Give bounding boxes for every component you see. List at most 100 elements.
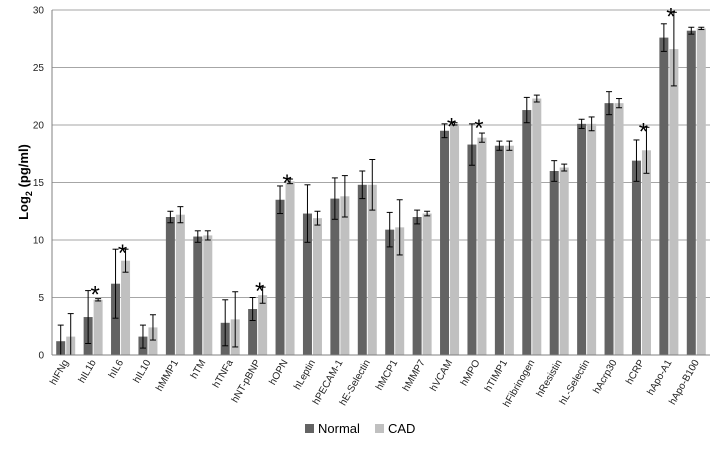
category-label: hIL6 [107,358,126,381]
error-bar-cad-htm [204,230,211,241]
legend-swatch [305,424,314,433]
error-bar-normal-hacrp30 [606,91,613,116]
category-label: hTNFa [211,358,236,390]
error-bar-normal-hmmp1 [167,210,174,224]
bar-cad-hfibrinogen [532,98,542,356]
bar-cad-htimp1 [504,145,514,355]
bar-cad-hmmp7 [422,213,432,355]
y-axis-title-subscript: 2 [24,191,34,196]
error-bar-normal-hresistin [551,160,558,182]
error-bar-cad-hmmp1 [177,206,184,224]
category-label: hAcrp30 [591,358,619,396]
significance-asterisk: * [118,240,127,267]
bar-cad-hil1b [93,299,103,355]
error-bar-cad-hnt-pbnp [259,286,266,304]
y-tick-label: 30 [33,6,45,17]
category-label: hResistin [535,358,565,399]
error-bar-normal-hmpo [468,123,475,166]
legend-item-cad: CAD [375,421,415,436]
error-bar-normal-hfibrinogen [523,96,530,124]
category-label: hMMP7 [401,358,428,394]
error-bar-normal-he-selectin [359,170,366,200]
significance-asterisk: * [255,278,264,305]
bar-cad-hcrp [641,150,651,355]
error-bar-cad-hl-selectin [588,116,595,132]
error-bar-normal-hl-selectin [578,118,585,129]
error-bar-normal-hcrp [633,139,640,182]
error-bar-cad-hil1b [95,298,102,302]
legend-swatch [375,424,384,433]
error-bar-normal-hapo-a1 [660,23,667,52]
category-label: hIFNg [48,358,71,387]
error-bar-normal-hapo-b100 [688,26,695,35]
y-tick-labels: 0 5 10 15 20 25 30 [33,6,45,362]
error-bar-cad-hvcam [451,122,458,126]
error-bar-cad-htnfa [232,291,239,348]
bar-cad-hacrp30 [614,103,624,356]
bar-cad-hmpo [477,137,487,355]
bar-normal-hapo-a1 [659,37,669,355]
gridlines [52,9,710,298]
error-bar-cad-hapo-a1 [670,11,677,87]
error-bar-normal-hpecam-1 [331,177,338,220]
y-axis-title-main: Log [16,196,31,220]
y-tick-label: 20 [33,121,45,132]
legend: Normal CAD [305,421,415,436]
bar-cad-hmmp1 [175,214,185,355]
error-bar-normal-hvcam [441,123,448,139]
bar-cad-htm [203,235,213,355]
bar-normal-he-selectin [357,184,367,355]
error-bar-normal-hil1b [85,290,92,344]
bar-cad-hapo-a1 [669,49,679,355]
bar-normal-hmmp1 [165,217,175,355]
category-label: hTIMP1 [483,358,510,394]
bar-cad-hvcam [450,123,460,355]
category-label: hTM [189,358,209,381]
legend-label: CAD [388,421,415,436]
error-bar-cad-hpecam-1 [341,175,348,218]
error-bar-cad-hmcp1 [396,199,403,256]
error-bars [57,11,705,356]
bar-cad-hresistin [559,167,569,355]
category-label: hApo-A1 [645,358,674,398]
bar-cad-hpecam-1 [340,196,350,355]
error-bar-cad-hil6 [122,248,129,273]
error-bar-normal-hil10 [139,324,146,349]
error-bar-cad-hapo-b100 [698,26,705,31]
bar-normal-hleptin [302,213,312,355]
bar-cad-hopn [285,181,295,355]
bar-cad-hil6 [121,260,131,355]
error-bar-normal-hleptin [304,184,311,243]
significance-asterisk: * [474,115,483,142]
error-bar-normal-hopn [277,185,284,215]
axes [51,10,710,356]
legend-item-normal: Normal [305,421,360,436]
bar-normal-hil6 [111,283,121,355]
y-tick-label: 0 [38,351,44,362]
bar-normal-htimp1 [494,145,504,355]
error-bar-cad-hmpo [478,132,485,143]
category-label: hLeptin [292,358,318,392]
category-label: hMMP1 [154,358,181,394]
error-bar-cad-htimp1 [506,140,513,151]
error-bar-cad-hopn [287,178,294,185]
bar-normal-hcrp [631,160,641,355]
bar-normal-hmpo [467,144,477,355]
bar-normal-hapo-b100 [686,30,696,355]
error-bar-cad-hleptin [314,210,321,226]
significance-asterisk: * [90,282,99,309]
bar-cad-hapo-b100 [696,28,706,356]
significance-asterisk: * [447,114,456,141]
bar-cad-hl-selectin [587,123,597,355]
bar-normal-hacrp30 [604,103,614,356]
y-tick-label: 25 [33,63,45,74]
error-bar-normal-htimp1 [496,140,503,151]
error-bar-cad-hcrp [643,126,650,174]
bar-normal-hresistin [549,171,559,355]
bar-cad-hmcp1 [395,227,405,355]
bar-cad-hil10 [148,327,158,355]
y-axis-title: Log2 (pg/ml) [16,144,34,220]
significance-asterisk: * [639,118,648,145]
bar-normal-htm [193,236,203,355]
